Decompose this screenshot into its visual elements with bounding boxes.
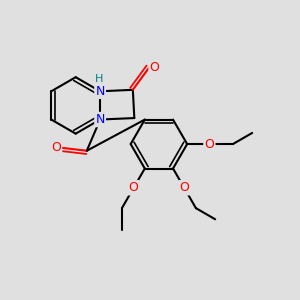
Text: O: O xyxy=(179,181,189,194)
Text: N: N xyxy=(95,85,105,98)
Text: N: N xyxy=(95,113,105,126)
Text: O: O xyxy=(204,138,214,151)
Text: O: O xyxy=(150,61,160,74)
Text: O: O xyxy=(129,181,139,194)
Text: H: H xyxy=(94,74,103,84)
Text: O: O xyxy=(51,141,61,154)
